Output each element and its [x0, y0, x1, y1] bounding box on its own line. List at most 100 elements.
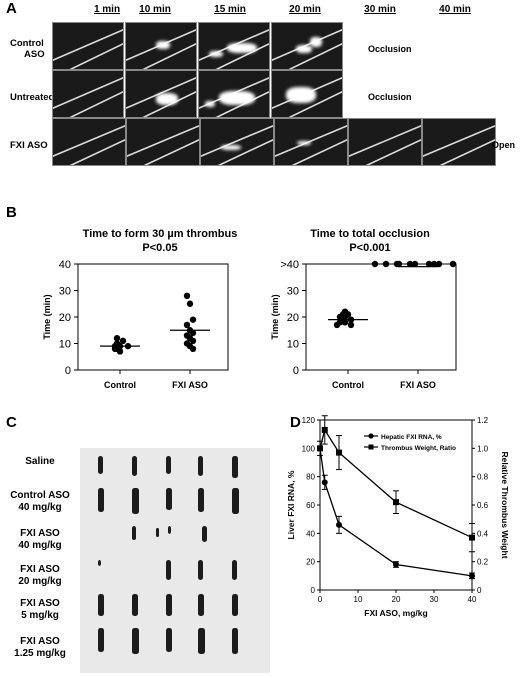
y-tick-label: 40 — [306, 529, 315, 538]
thrombus-glow — [221, 145, 241, 150]
y2-tick-label: 0 — [477, 586, 482, 595]
data-point — [336, 313, 344, 321]
data-point — [317, 445, 323, 452]
data-point — [411, 260, 419, 268]
thrombus-glow — [297, 141, 311, 145]
thrombus-sample — [198, 560, 203, 580]
x-tick-label: FXI ASO — [400, 380, 436, 390]
row-label-untreated: Untreated — [10, 92, 55, 103]
data-point — [119, 337, 127, 345]
vessel-wall-line — [288, 91, 342, 117]
thrombus-row-label: FXI ASO 1.25 mg/kg — [2, 636, 78, 660]
data-point — [406, 260, 414, 268]
data-point — [382, 260, 390, 268]
y-tick-label: 100 — [302, 444, 316, 453]
time-header: 10 min — [139, 4, 171, 15]
vessel-wall-line — [439, 138, 495, 165]
vessel-wall-line — [275, 124, 347, 158]
data-point — [341, 313, 349, 321]
data-point — [393, 499, 399, 506]
thrombus-sample — [132, 594, 138, 616]
thrombus-glow — [156, 41, 170, 49]
row-label-fxi-aso: FXI ASO — [10, 140, 48, 151]
y2-tick-label: 0.2 — [477, 558, 489, 567]
vessel-walls — [201, 124, 273, 165]
y2-tick-label: 1.2 — [477, 416, 489, 425]
total-occlusion-chart: 0 10 20 30 >40 Time (min) Control FXI ASO — [270, 259, 457, 390]
thrombus-sample — [232, 594, 238, 616]
thrombus-glow — [296, 45, 312, 53]
vessel-wall-line — [143, 138, 199, 165]
x-tick-label: 30 — [430, 595, 439, 604]
data-point — [189, 329, 197, 337]
vessel-wall-line — [423, 124, 495, 158]
y-tick-label: 0 — [311, 586, 316, 595]
vessel-wall-line — [349, 124, 421, 158]
data-point — [189, 345, 197, 352]
thrombus-glow — [286, 87, 316, 103]
plot-frame — [305, 263, 457, 371]
vessel-wall-line — [142, 43, 196, 69]
row-label-line: FXI ASO — [20, 636, 60, 647]
data-point — [336, 521, 342, 528]
data-point — [189, 316, 197, 323]
panel-label-a: A — [6, 0, 17, 17]
x-tick-label: Control — [104, 380, 136, 390]
vessel-wall-line — [142, 91, 196, 117]
data-point — [393, 561, 399, 568]
row-label-line: 40 mg/kg — [18, 502, 62, 513]
thrombus-sample — [166, 628, 172, 652]
data-point — [116, 348, 124, 355]
y-tick-label: 10 — [59, 339, 71, 351]
y2-tick-label: 1.0 — [477, 444, 489, 453]
row-label-line: FXI ASO — [20, 564, 60, 575]
data-point — [183, 292, 191, 299]
x-tick-label: 0 — [318, 595, 323, 604]
microscopy-frame — [52, 22, 124, 70]
thrombus-sample — [198, 488, 204, 512]
x-axis-label: FXI ASO, mg/kg — [364, 608, 427, 618]
row-label-line: ASO — [24, 49, 45, 60]
row-label-line: 40 mg/kg — [18, 540, 62, 551]
microscopy-frame — [274, 118, 348, 166]
legend-label: Hepatic FXI RNA, % — [381, 434, 442, 441]
vessel-wall-line — [69, 91, 123, 117]
microscopy-frame — [52, 118, 126, 166]
data-point — [321, 426, 328, 433]
chart-title: Time to total occlusion — [310, 228, 430, 240]
microscopy-frame — [200, 118, 274, 166]
vessel-wall-line — [215, 91, 269, 117]
chart-subtitle: P<0.05 — [142, 242, 178, 254]
thrombus-sample — [98, 488, 104, 512]
y2-tick-label: 0.6 — [477, 501, 489, 510]
thrombus-row-label: FXI ASO 20 mg/kg — [2, 564, 78, 588]
y-axis-label: Time (min) — [42, 294, 52, 339]
microscopy-frame — [271, 22, 343, 70]
status-occlusion: Occlusion — [368, 92, 412, 102]
thrombus-sample — [198, 456, 203, 476]
vessel-wall-line — [69, 43, 123, 69]
thrombus-sample — [166, 456, 171, 474]
data-point — [186, 300, 194, 307]
thrombus-sample — [156, 528, 159, 537]
data-point — [183, 321, 191, 329]
vessel-wall-line — [217, 138, 273, 165]
thrombus-row-label: Control ASO 40 mg/kg — [2, 490, 78, 514]
panel-label-b: B — [6, 204, 17, 221]
y-tick-label: 20 — [59, 312, 71, 324]
vessel-wall-line — [288, 43, 342, 69]
thrombus-sample — [232, 488, 239, 514]
row-label-line: FXI ASO — [20, 598, 60, 609]
y-tick-label: 0 — [65, 365, 71, 377]
time-header: 15 min — [214, 4, 246, 15]
thrombus-glow — [209, 51, 223, 57]
data-point — [341, 319, 349, 326]
thrombus-sample — [132, 456, 137, 476]
y-tick-label: 20 — [306, 558, 315, 567]
data-point — [425, 260, 433, 268]
row-label-line: Saline — [25, 456, 55, 467]
thrombus-30um-chart: 0 10 20 30 40 Time (min) Control FXI ASO — [42, 259, 229, 390]
data-point — [430, 260, 438, 268]
vessel-wall-line — [291, 138, 347, 165]
thrombus-sample — [202, 526, 207, 542]
